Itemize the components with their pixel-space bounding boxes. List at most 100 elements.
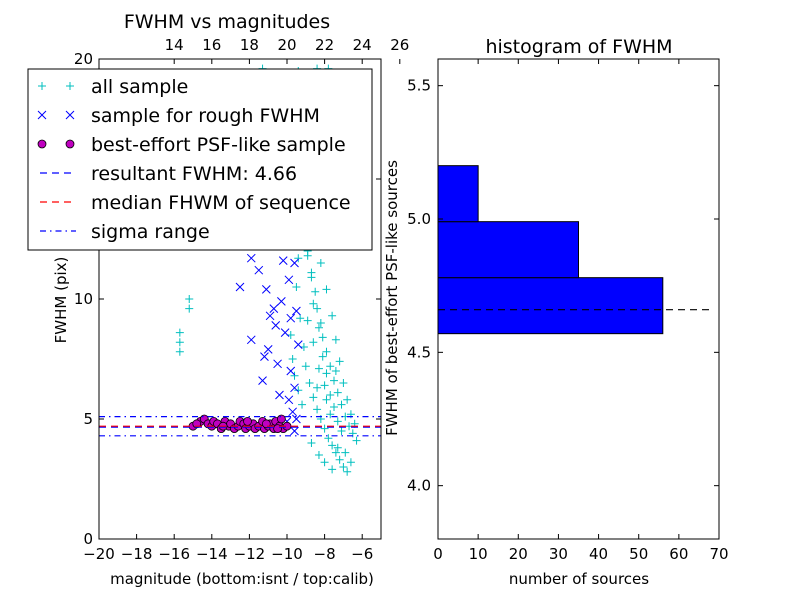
data-point <box>337 400 346 409</box>
data-point <box>305 379 314 387</box>
x-tick-label: 40 <box>589 545 608 563</box>
legend-marker <box>38 82 46 90</box>
data-point <box>326 391 335 399</box>
data-point <box>175 347 184 356</box>
data-point <box>311 287 320 296</box>
data-point <box>331 367 340 375</box>
data-point <box>318 333 327 342</box>
data-point <box>277 297 286 306</box>
top-tick-label: 22 <box>315 36 334 54</box>
top-tick-label: 20 <box>277 36 296 54</box>
histogram-panel: histogram of FWHM 0 10 20 30 40 50 60 70 4.0 4.5 5… <box>383 36 729 588</box>
histogram-title: histogram of FWHM <box>485 36 672 58</box>
histogram-xlabel: number of sources <box>509 570 649 588</box>
legend: all sample sample for rough FWHM best-ef… <box>27 68 373 251</box>
data-point <box>288 407 297 417</box>
histogram-marks <box>437 165 711 335</box>
x-tick-label: −6 <box>351 545 373 563</box>
data-point <box>284 275 294 285</box>
data-point <box>280 328 290 337</box>
data-point <box>343 395 352 404</box>
data-point <box>235 282 245 292</box>
data-point <box>261 285 271 294</box>
histogram-bar <box>437 221 579 279</box>
legend-marker <box>65 139 75 149</box>
data-point <box>294 254 303 263</box>
data-point <box>339 379 348 387</box>
data-point <box>314 364 323 373</box>
data-point <box>292 283 301 291</box>
data-point <box>260 352 269 361</box>
data-point <box>288 355 297 363</box>
data-point <box>290 426 299 436</box>
x-tick-label: 70 <box>709 545 728 563</box>
data-point <box>324 434 333 443</box>
legend-marker <box>37 139 47 149</box>
data-point <box>328 441 337 450</box>
data-point <box>243 416 252 426</box>
x-tick-label: −16 <box>158 545 190 563</box>
data-point <box>333 443 342 452</box>
data-point <box>335 455 344 464</box>
x-tick-label: −14 <box>196 545 228 563</box>
data-point <box>271 321 281 330</box>
x-tick-label: −10 <box>271 545 303 563</box>
data-point <box>320 424 329 433</box>
legend-marker <box>65 110 75 120</box>
data-point <box>331 448 340 457</box>
data-point <box>314 451 323 459</box>
y-tick-label: 4.0 <box>407 477 431 495</box>
data-point <box>316 319 325 327</box>
data-point <box>275 390 284 400</box>
x-tick-label: 20 <box>509 545 528 563</box>
x-tick-label: −8 <box>314 545 336 563</box>
data-point <box>343 467 352 476</box>
data-point <box>331 335 340 344</box>
y-tick-label: 5.5 <box>407 77 431 95</box>
data-point <box>278 256 288 265</box>
data-point <box>303 316 312 325</box>
data-point <box>341 448 350 457</box>
legend-label-median-fwhm: median FHWM of sequence <box>91 192 351 214</box>
data-point <box>307 439 316 447</box>
data-point <box>301 362 310 371</box>
x-tick-label: −20 <box>83 545 115 563</box>
data-point <box>292 414 301 424</box>
data-point <box>185 295 194 303</box>
scatter-title: FWHM vs magnitudes <box>124 11 330 33</box>
histogram-axes-frame <box>437 58 720 540</box>
data-point <box>322 347 331 356</box>
data-point <box>318 352 327 361</box>
data-point <box>290 258 299 268</box>
data-point <box>246 253 256 263</box>
y-tick-label: 5 <box>83 410 93 428</box>
data-point <box>328 311 337 320</box>
scatter-panel: FWHM vs magnitudes −20 −18 −16 −14 −12 −10 −8−… <box>27 11 409 588</box>
data-point <box>322 369 331 378</box>
data-point <box>316 259 325 267</box>
data-point <box>335 357 344 366</box>
data-point <box>296 314 305 323</box>
data-point <box>303 251 312 260</box>
x-tick-label: 30 <box>549 545 568 563</box>
data-point <box>294 386 303 395</box>
data-point <box>326 362 335 371</box>
data-point <box>290 383 299 393</box>
data-point <box>290 371 299 380</box>
data-point <box>286 366 296 376</box>
data-point <box>333 388 342 397</box>
histogram-ticks: 0 10 20 30 40 50 60 70 4.0 4.5 5.0 5.5 <box>407 59 729 563</box>
data-point <box>246 335 256 345</box>
x-tick-label: −18 <box>121 545 153 563</box>
legend-frame <box>27 68 373 251</box>
data-point <box>273 359 282 369</box>
legend-markers <box>37 82 76 232</box>
histogram-bar <box>437 277 664 335</box>
data-point <box>326 410 335 419</box>
data-point <box>313 304 322 313</box>
data-point <box>328 465 337 474</box>
data-point <box>333 417 342 426</box>
top-tick-label: 16 <box>202 36 221 54</box>
data-point <box>339 463 348 471</box>
data-point <box>175 328 184 337</box>
